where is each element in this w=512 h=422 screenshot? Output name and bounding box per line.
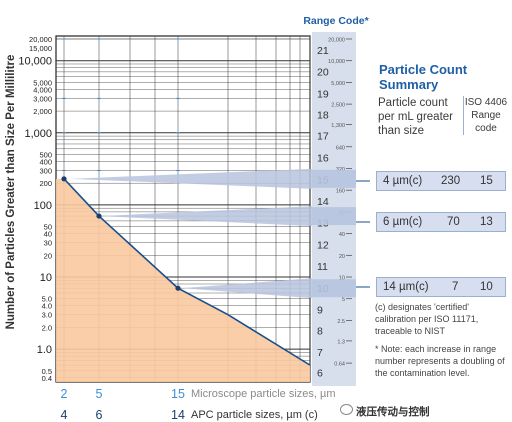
highlight-range-box: [312, 207, 356, 226]
column-header-iso: ISO 4406 Range code: [463, 96, 508, 135]
y-tick-label: 4.0: [42, 302, 52, 311]
y-tick-label: 4,000: [33, 85, 52, 94]
y-tick-label: 20,000: [29, 35, 52, 44]
row-size: 4 µm(c): [383, 175, 423, 187]
range-code-number: 16: [317, 153, 329, 165]
y-tick-label: 300: [39, 167, 52, 176]
summary-title: Particle Count Summary: [379, 62, 468, 92]
y-tick-label: 1,000: [24, 128, 52, 140]
range-code-number: 19: [317, 88, 329, 100]
range-code-bar: 212019181716151413121110987620,00010,000…: [312, 32, 370, 386]
range-code-title: Range Code*: [303, 15, 369, 27]
row-code: 13: [480, 216, 493, 228]
highlight-band: [182, 278, 312, 299]
x-tick-apc: 4: [61, 408, 68, 422]
range-bound-label: 2.5: [337, 319, 345, 325]
summary-row: 6 µm(c) 70 13: [376, 212, 506, 232]
y-tick-label: 1.0: [37, 344, 52, 356]
y-tick-label: 20: [44, 251, 52, 260]
y-tick-label: 200: [39, 179, 52, 188]
range-bound-label: 10,000: [328, 59, 345, 65]
range-code-number: 6: [317, 368, 323, 380]
y-tick-label: 400: [39, 157, 52, 166]
highlight-range-box: [312, 279, 356, 298]
highlight-band: [100, 206, 312, 227]
doubling-note: * Note: each increase in range number re…: [375, 344, 505, 378]
y-tick-label: 3,000: [33, 94, 52, 103]
y-tick-label: 2,000: [33, 107, 52, 116]
data-point: [96, 213, 102, 219]
y-tick-label: 10,000: [18, 56, 52, 68]
range-bound-label: 2,500: [331, 103, 345, 109]
y-tick-label: 30: [44, 239, 52, 248]
range-bound-label: 640: [336, 145, 345, 151]
highlight-range-box: [312, 169, 356, 188]
range-code-number: 9: [317, 305, 323, 317]
highlight-bands: [70, 168, 312, 299]
summary-row: 14 µm(c) 7 10: [376, 277, 506, 297]
range-code-number: 21: [317, 45, 329, 57]
column-header-count: Particle count per mL greater than size: [378, 97, 453, 137]
range-bound-label: 1,300: [331, 123, 345, 129]
y-tick-label: 500: [39, 151, 52, 160]
x-tick-apc: 14: [171, 408, 185, 422]
range-bound-label: 5: [342, 297, 345, 303]
y-tick-label: 5,000: [33, 78, 52, 87]
x-axis-label-microscope: Microscope particle sizes, µm: [191, 388, 336, 400]
range-code-number: 17: [317, 131, 329, 143]
range-code-number: 20: [317, 67, 329, 79]
x-tick-microscope: 15: [171, 387, 185, 401]
x-axis-ticks: 2 5 15 4 6 14: [61, 387, 185, 422]
range-code-number: 8: [317, 326, 323, 338]
range-code-number: 7: [317, 347, 323, 359]
range-bound-label: 0.64: [334, 362, 345, 368]
certified-note: (c) designates 'certified' calibration p…: [375, 302, 479, 336]
summary-row: 4 µm(c) 230 15: [376, 171, 506, 191]
row-count: 70: [447, 216, 460, 228]
distribution-fill-area: [56, 178, 310, 382]
x-axis-label-apc: APC particle sizes, µm (c): [191, 409, 318, 421]
range-bound-label: 160: [336, 189, 345, 195]
range-code-number: 12: [317, 239, 329, 251]
range-bound-label: 20,000: [328, 37, 345, 43]
y-tick-label: 2.0: [42, 323, 52, 332]
range-code-number: 14: [317, 196, 329, 208]
particle-chart: 20,00015,00010,0005,0004,0003,0002,0001,…: [5, 15, 370, 422]
y-tick-label: 10: [40, 272, 52, 284]
row-size: 6 µm(c): [383, 216, 423, 228]
row-code: 10: [480, 281, 493, 293]
range-bound-label: 5,000: [331, 81, 345, 87]
wechat-icon: [340, 404, 353, 415]
y-tick-label: 50: [44, 223, 52, 232]
x-tick-apc: 6: [96, 408, 103, 422]
y-tick-label: 0.4: [42, 374, 52, 383]
y-tick-label: 5.0: [42, 295, 52, 304]
row-code: 15: [480, 175, 493, 187]
row-size: 14 µm(c): [383, 281, 429, 293]
highlight-band: [70, 168, 312, 189]
y-tick-label: 15,000: [29, 44, 52, 53]
data-point: [175, 285, 181, 291]
range-bound-label: 40: [339, 232, 345, 238]
range-bound-label: 20: [339, 254, 345, 260]
x-tick-microscope: 5: [96, 387, 103, 401]
x-tick-microscope: 2: [61, 387, 68, 401]
row-count: 230: [441, 175, 461, 187]
y-tick-label: 3.0: [42, 311, 52, 320]
y-axis-label: Number of Particles Greater than Size Pe…: [5, 55, 17, 330]
watermark-text: 液压传动与控制: [356, 406, 430, 418]
particle-count-summary: Particle Count Summary Particle count pe…: [366, 0, 512, 422]
y-tick-label: 0.5: [42, 367, 52, 376]
row-count: 7: [452, 281, 459, 293]
range-bound-label: 10: [339, 276, 345, 282]
data-points: [61, 38, 181, 291]
range-code-number: 11: [317, 261, 328, 273]
y-tick-label: 40: [44, 230, 52, 239]
data-point: [61, 176, 67, 182]
y-tick-label: 100: [34, 200, 52, 212]
range-code-number: 18: [317, 109, 329, 121]
range-bound-label: 1.3: [337, 339, 345, 345]
